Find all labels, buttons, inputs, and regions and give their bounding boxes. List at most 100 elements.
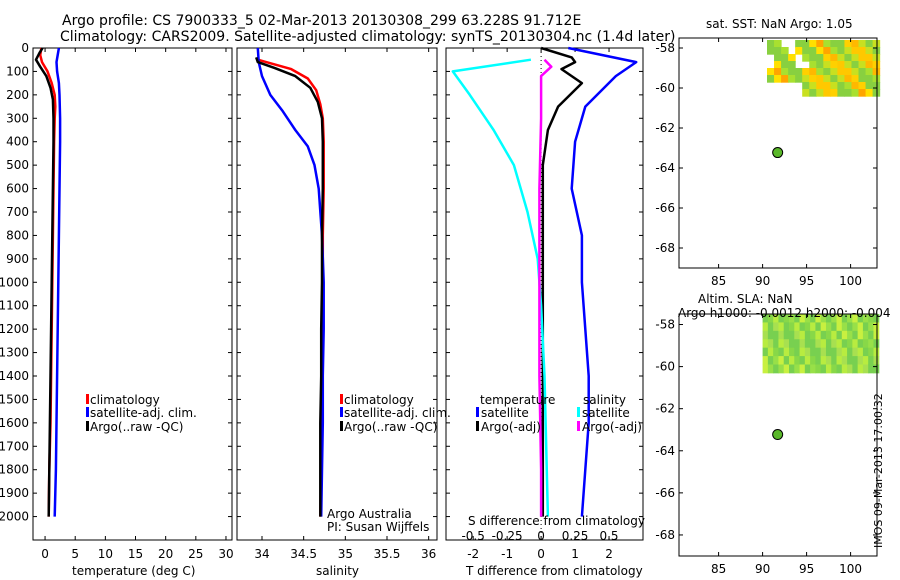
temperature-xtick-label: 30 [218, 547, 233, 561]
sst-cell [858, 82, 867, 90]
sst-cell [851, 47, 860, 55]
sla-cell [810, 347, 816, 357]
sst-map-title: sat. SST: NaN Argo: 1.05 [706, 17, 853, 31]
salinity-xtick-label: 35 [338, 547, 353, 561]
sst-map-xtick-label: 100 [839, 274, 862, 288]
sla-map-ytick-label: -58 [655, 318, 675, 332]
temperature-series-satelliteadjclim [53, 47, 62, 517]
temp-legend-swatch-sat [86, 407, 89, 417]
salinity-xtick-label: 35.5 [374, 547, 401, 561]
sla-cell [857, 322, 864, 332]
sla-cell [841, 364, 848, 374]
sla-cell [836, 356, 843, 365]
sla-cell [852, 339, 859, 349]
sla-cell [825, 364, 832, 374]
sst-cell [830, 68, 838, 76]
salinity-xtick-label: 36 [421, 547, 436, 561]
diff-legend-swatch-targo [476, 421, 479, 431]
difference-xtick-label: 1 [571, 547, 579, 561]
sst-cell [823, 68, 831, 76]
sst-cell [851, 82, 860, 90]
sla-cell [820, 364, 827, 374]
sla-cell [783, 322, 790, 332]
sla-cell [825, 356, 832, 365]
depth-tick-label: 1100 [0, 299, 29, 313]
sst-cell [823, 75, 831, 83]
sst-cell [767, 40, 775, 48]
depth-tick-label: 2000 [0, 510, 29, 524]
sst-cell [767, 75, 775, 83]
sst-cell [872, 47, 881, 55]
sla-cell [773, 322, 780, 332]
sst-cell [802, 75, 810, 83]
sst-cell [816, 89, 824, 97]
sst-cell [809, 54, 817, 62]
sst-cell [802, 40, 810, 48]
sla-cell [836, 339, 843, 349]
sla-cell [847, 356, 853, 365]
sla-cell [773, 347, 780, 357]
sst-cell [830, 82, 838, 90]
diff-legend-label-tsat: satellite [481, 406, 529, 420]
sla-cell [852, 330, 859, 340]
sla-cell [836, 364, 843, 374]
sst-cell [858, 61, 867, 69]
difference-x2tick-label: -0.5 [461, 529, 484, 543]
sst-map-ytick-label: -64 [655, 161, 675, 175]
sst-map-argo-marker [772, 147, 784, 159]
sla-cell [810, 356, 816, 365]
sla-cell [857, 314, 864, 323]
sla-cell [852, 364, 859, 374]
sla-cell [841, 347, 848, 357]
sla-cell [852, 356, 859, 365]
sst-cell [809, 89, 817, 97]
sst-cell [851, 40, 860, 48]
sst-cell [809, 40, 817, 48]
sst-cell [865, 75, 874, 83]
sla-cell [794, 314, 801, 323]
figure-title-line1: Argo profile: CS 7900333_5 02-Mar-2013 2… [62, 13, 582, 29]
sla-cell [820, 347, 827, 357]
depth-tick-label: 1800 [0, 463, 29, 477]
sla-cell [847, 314, 853, 323]
salinity-note-2: PI: Susan Wijffels [327, 520, 430, 534]
sst-map-ytick-label: -68 [655, 241, 675, 255]
sst-cell [774, 68, 782, 76]
difference-series-argoadj [538, 58, 553, 517]
sla-cell [767, 314, 774, 323]
sla-cell [857, 347, 864, 357]
sst-cell [837, 61, 845, 69]
sst-cell [865, 47, 874, 55]
sla-cell [762, 339, 769, 349]
sla-cell [794, 322, 801, 332]
depth-tick-label: 0 [21, 41, 29, 55]
sla-map-ytick-label: -68 [655, 528, 675, 542]
sla-cell [862, 314, 869, 323]
figure-title-line2: Climatology: CARS2009. Satellite-adjuste… [60, 29, 676, 45]
sla-cell [789, 364, 795, 374]
sst-cell [858, 54, 867, 62]
sla-cell [831, 339, 838, 349]
sla-cell [841, 330, 848, 340]
sla-cell [836, 347, 843, 357]
sst-cell [816, 54, 824, 62]
sst-cell [823, 54, 831, 62]
sla-cell [804, 364, 811, 374]
sla-cell [804, 347, 811, 357]
sla-cell [831, 314, 838, 323]
sla-cell [862, 339, 869, 349]
diff-legend-label-sargo: Argo(-adj) [582, 420, 642, 434]
sla-cell [789, 314, 795, 323]
sla-cell [836, 330, 843, 340]
sst-cell [851, 61, 860, 69]
sst-map-xtick-label: 95 [799, 274, 814, 288]
sla-cell [825, 314, 832, 323]
difference-xtick-label: 2 [605, 547, 613, 561]
depth-tick-label: 700 [6, 205, 29, 219]
sst-cell [844, 89, 853, 97]
sla-cell [868, 364, 875, 374]
sst-cell [858, 47, 867, 55]
depth-tick-label: 100 [6, 64, 29, 78]
sst-map-frame [678, 37, 878, 269]
sla-cell [862, 347, 869, 357]
